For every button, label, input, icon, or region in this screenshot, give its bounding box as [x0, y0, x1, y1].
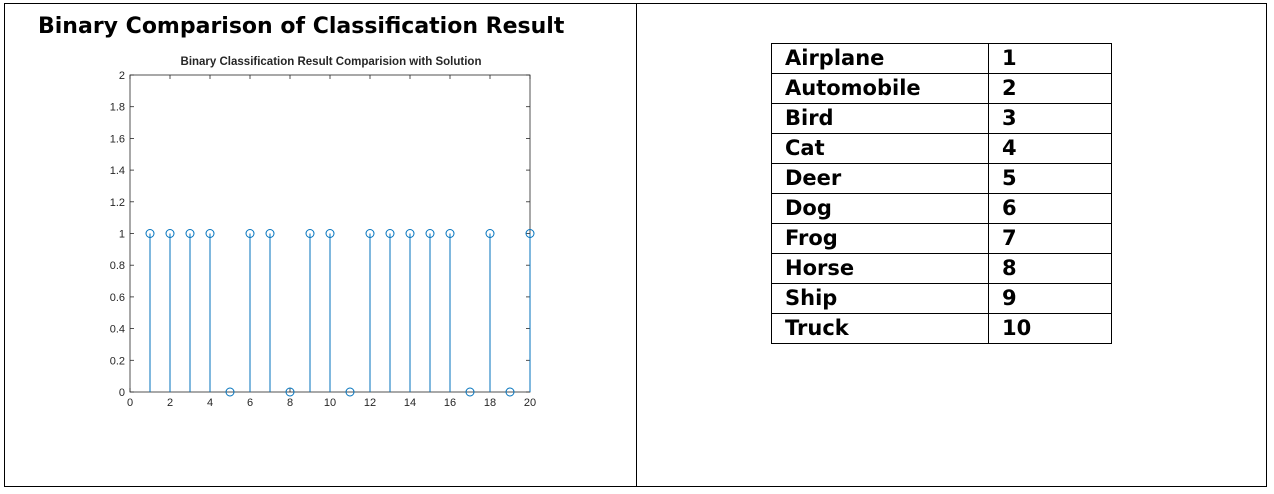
- class-row: Dog 6: [771, 193, 1112, 224]
- figure-heading: Binary Comparison of Classification Resu…: [38, 14, 565, 39]
- y-tick-label: 1: [119, 229, 125, 241]
- class-row: Bird 3: [771, 103, 1112, 134]
- class-id-cell: 2: [988, 73, 1112, 104]
- stem-marker: [225, 387, 235, 397]
- class-id-cell: 5: [988, 163, 1112, 194]
- class-id-cell: 10: [988, 313, 1112, 344]
- class-id-cell: 7: [988, 223, 1112, 254]
- stem-marker: [285, 387, 295, 397]
- class-name-cell: Automobile: [771, 73, 989, 104]
- y-tick-label: 0.4: [110, 324, 125, 336]
- chart-title: Binary Classification Result Comparision…: [181, 56, 482, 68]
- stem-chart: Binary Classification Result Comparision…: [110, 56, 536, 409]
- stem-marker: [205, 229, 215, 238]
- stem-marker: [365, 229, 375, 238]
- class-row: Truck 10: [771, 313, 1112, 344]
- y-tick-label: 0: [119, 387, 125, 399]
- x-tick-label: 18: [484, 397, 496, 409]
- x-tick-label: 12: [364, 397, 376, 409]
- class-id-cell: 1: [988, 43, 1112, 74]
- y-tick-label: 1.4: [110, 165, 125, 177]
- x-tick-label: 2: [167, 397, 173, 409]
- stem-marker: [345, 387, 355, 397]
- x-tick-label: 10: [324, 397, 336, 409]
- x-tick-label: 0: [127, 397, 133, 409]
- stem-marker: [505, 387, 515, 397]
- class-row: Airplane 1: [771, 43, 1112, 74]
- x-tick-label: 16: [444, 397, 456, 409]
- class-name-cell: Bird: [771, 103, 989, 134]
- y-tick-label: 2: [119, 70, 125, 82]
- class-name-cell: Deer: [771, 163, 989, 194]
- y-tick-label: 0.6: [110, 292, 125, 304]
- stem-marker: [265, 229, 275, 238]
- outer-frame: [4, 3, 1267, 487]
- class-name-cell: Cat: [771, 133, 989, 164]
- stem-series: [145, 229, 535, 397]
- class-id-cell: 3: [988, 103, 1112, 134]
- stem-marker: [405, 229, 415, 238]
- class-name-cell: Horse: [771, 253, 989, 284]
- class-name-cell: Airplane: [771, 43, 989, 74]
- axes: 0 2 4 6 8 10 12 14 16 18 20 0 0.2 0.4 0.6 0.8 1 1.2 1.4 1.6…: [110, 70, 536, 409]
- x-tick-label: 20: [524, 397, 536, 409]
- column-divider: [636, 3, 637, 487]
- stem-marker: [145, 229, 155, 238]
- stem-marker: [425, 229, 435, 238]
- stem-marker: [385, 229, 395, 238]
- y-tick-label: 1.8: [110, 102, 125, 114]
- class-row: Ship 9: [771, 283, 1112, 314]
- stem-marker: [525, 229, 535, 238]
- stem-marker: [325, 229, 335, 238]
- class-row: Horse 8: [771, 253, 1112, 284]
- stem-marker: [245, 229, 255, 238]
- class-name-cell: Dog: [771, 193, 989, 224]
- stem-marker: [165, 229, 175, 238]
- y-tick-label: 0.2: [110, 355, 125, 367]
- class-row: Automobile 2: [771, 73, 1112, 104]
- stem-marker: [445, 229, 455, 238]
- class-name-cell: Ship: [771, 283, 989, 314]
- x-tick-label: 14: [404, 397, 416, 409]
- x-tick-label: 6: [247, 397, 253, 409]
- stem-marker: [465, 387, 475, 397]
- class-row: Cat 4: [771, 133, 1112, 164]
- class-name-cell: Frog: [771, 223, 989, 254]
- x-tick-label: 4: [207, 397, 213, 409]
- class-id-cell: 9: [988, 283, 1112, 314]
- class-label-table: Airplane 1 Automobile 2 Bird 3 Cat 4 Deer 5 Dog 6 Fr…: [771, 43, 1112, 344]
- y-tick-label: 1.2: [110, 197, 125, 209]
- class-row: Frog 7: [771, 223, 1112, 254]
- x-tick-label: 8: [287, 397, 293, 409]
- class-row: Deer 5: [771, 163, 1112, 194]
- y-tick-label: 0.8: [110, 260, 125, 272]
- stem-marker: [485, 229, 495, 238]
- stem-marker: [185, 229, 195, 238]
- y-tick-label: 1.6: [110, 133, 125, 145]
- class-name-cell: Truck: [771, 313, 989, 344]
- class-id-cell: 4: [988, 133, 1112, 164]
- class-id-cell: 6: [988, 193, 1112, 224]
- class-id-cell: 8: [988, 253, 1112, 284]
- stem-marker: [305, 229, 315, 238]
